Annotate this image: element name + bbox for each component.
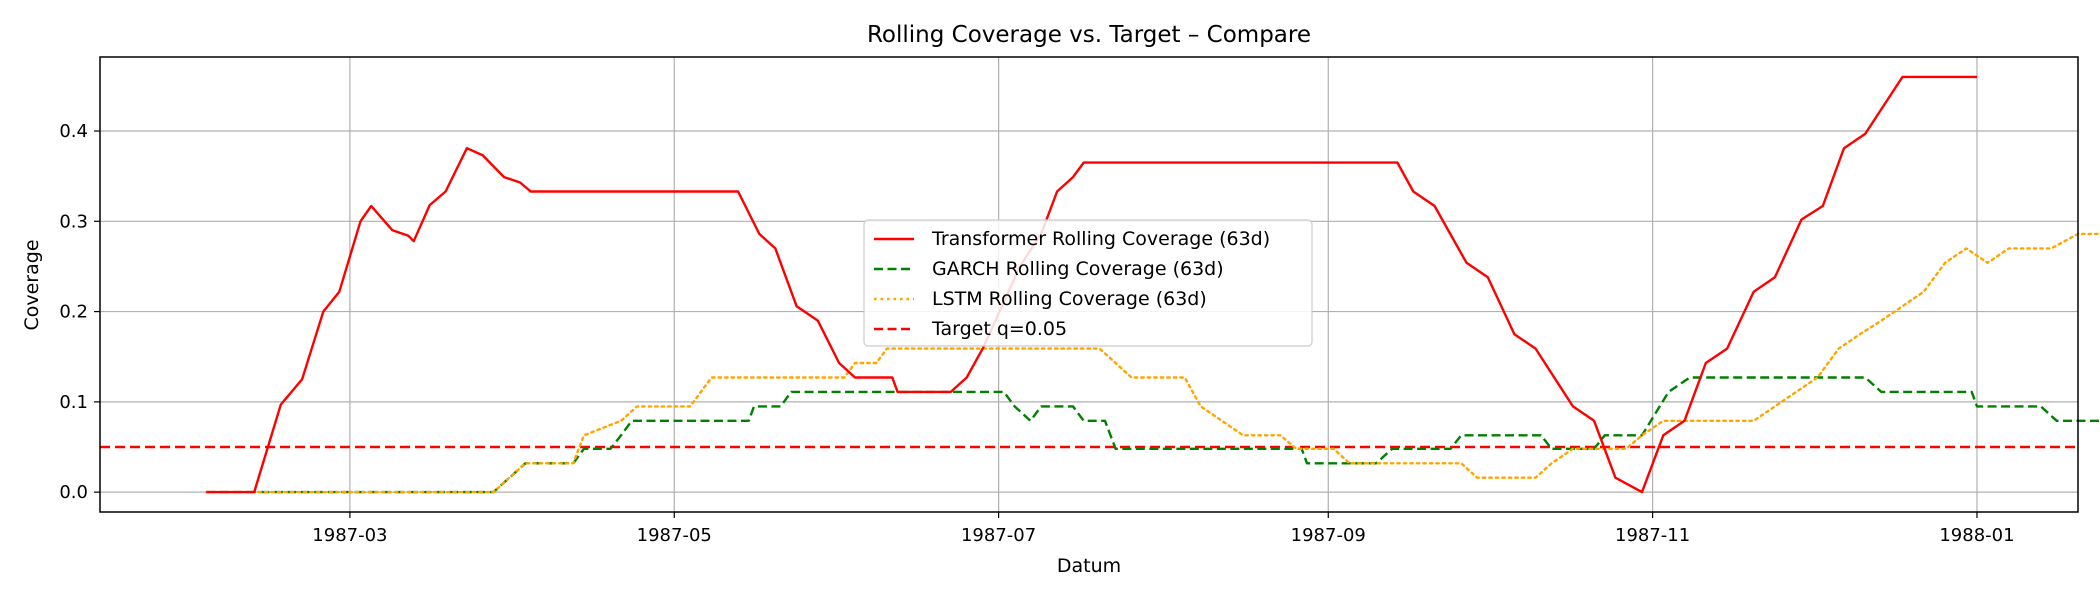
y-axis-label: Coverage (21, 239, 43, 330)
x-tick-label: 1987-03 (312, 525, 387, 546)
legend: Transformer Rolling Coverage (63d) GARCH … (863, 219, 1313, 347)
y-tick-label: 0.4 (59, 121, 88, 142)
y-tick-label: 0.1 (59, 392, 88, 413)
series-line-2 (205, 232, 2100, 494)
series-layer (205, 75, 2100, 494)
chart-title: Rolling Coverage vs. Target – Compare (867, 22, 1311, 48)
x-tick-label: 1987-07 (961, 525, 1036, 546)
x-tick-label: 1987-11 (1615, 525, 1690, 546)
plot-frame (99, 56, 2079, 513)
x-tick-label: 1987-05 (637, 525, 712, 546)
ticks: 1987-03 1987-05 1987-07 1987-09 1987-11 1988-… (59, 121, 2014, 546)
y-tick-label: 0.0 (59, 482, 88, 503)
x-tick-label: 1988-01 (1939, 525, 2014, 546)
legend-label-2: LSTM Rolling Coverage (63d) (932, 288, 1207, 310)
legend-label-3: Target q=0.05 (931, 318, 1067, 340)
x-tick-label: 1987-09 (1291, 525, 1366, 546)
x-axis-label: Datum (1057, 555, 1121, 577)
series-line-1 (206, 376, 2100, 494)
legend-label-1: GARCH Rolling Coverage (63d) (932, 258, 1224, 280)
legend-label-0: Transformer Rolling Coverage (63d) (931, 228, 1270, 250)
series-line-0 (206, 75, 1977, 494)
y-tick-label: 0.3 (59, 211, 88, 232)
legend-box (863, 219, 1313, 347)
y-tick-label: 0.2 (59, 302, 88, 323)
